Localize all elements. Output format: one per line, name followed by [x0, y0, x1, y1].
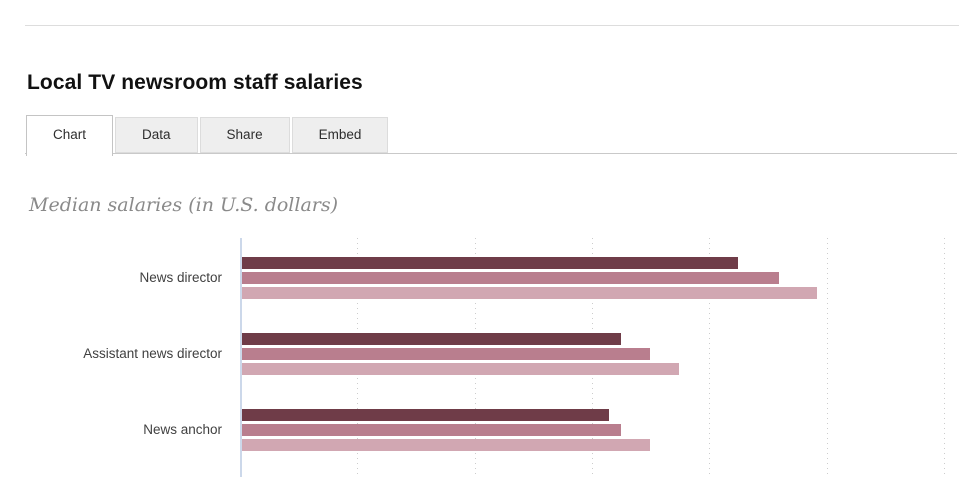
category-label-0: News director: [139, 269, 222, 285]
tab-data[interactable]: Data: [115, 117, 198, 153]
chart-plot: News director Assistant news director News…: [0, 238, 980, 477]
bar-dark-1: [242, 333, 621, 345]
bar-light-2: [242, 439, 650, 452]
tab-embed[interactable]: Embed: [291, 117, 389, 153]
top-divider: [25, 25, 959, 26]
tab-share[interactable]: Share: [199, 117, 290, 153]
category-label-2: News anchor: [143, 422, 222, 438]
tab-bar-underline: [25, 153, 957, 154]
bar-medium-2: [242, 424, 621, 437]
tab-chart[interactable]: Chart: [26, 115, 114, 156]
tab-bar: Chart Data Share Embed: [26, 115, 389, 156]
bar-light-1: [242, 363, 680, 375]
bar-medium-1: [242, 348, 650, 360]
category-label-1: Assistant news director: [83, 346, 222, 361]
gridline-4: [709, 238, 711, 477]
bar-dark-2: [242, 409, 609, 422]
gridline-6: [944, 238, 946, 477]
bar-light-0: [242, 286, 817, 299]
gridline-5: [826, 238, 828, 477]
bar-dark-0: [242, 256, 738, 269]
bar-medium-0: [242, 271, 779, 284]
page-title: Local TV newsroom staff salaries: [27, 71, 363, 95]
chart-subtitle: Median salaries (in U.S. dollars): [29, 194, 339, 216]
y-axis-line: [240, 238, 242, 477]
